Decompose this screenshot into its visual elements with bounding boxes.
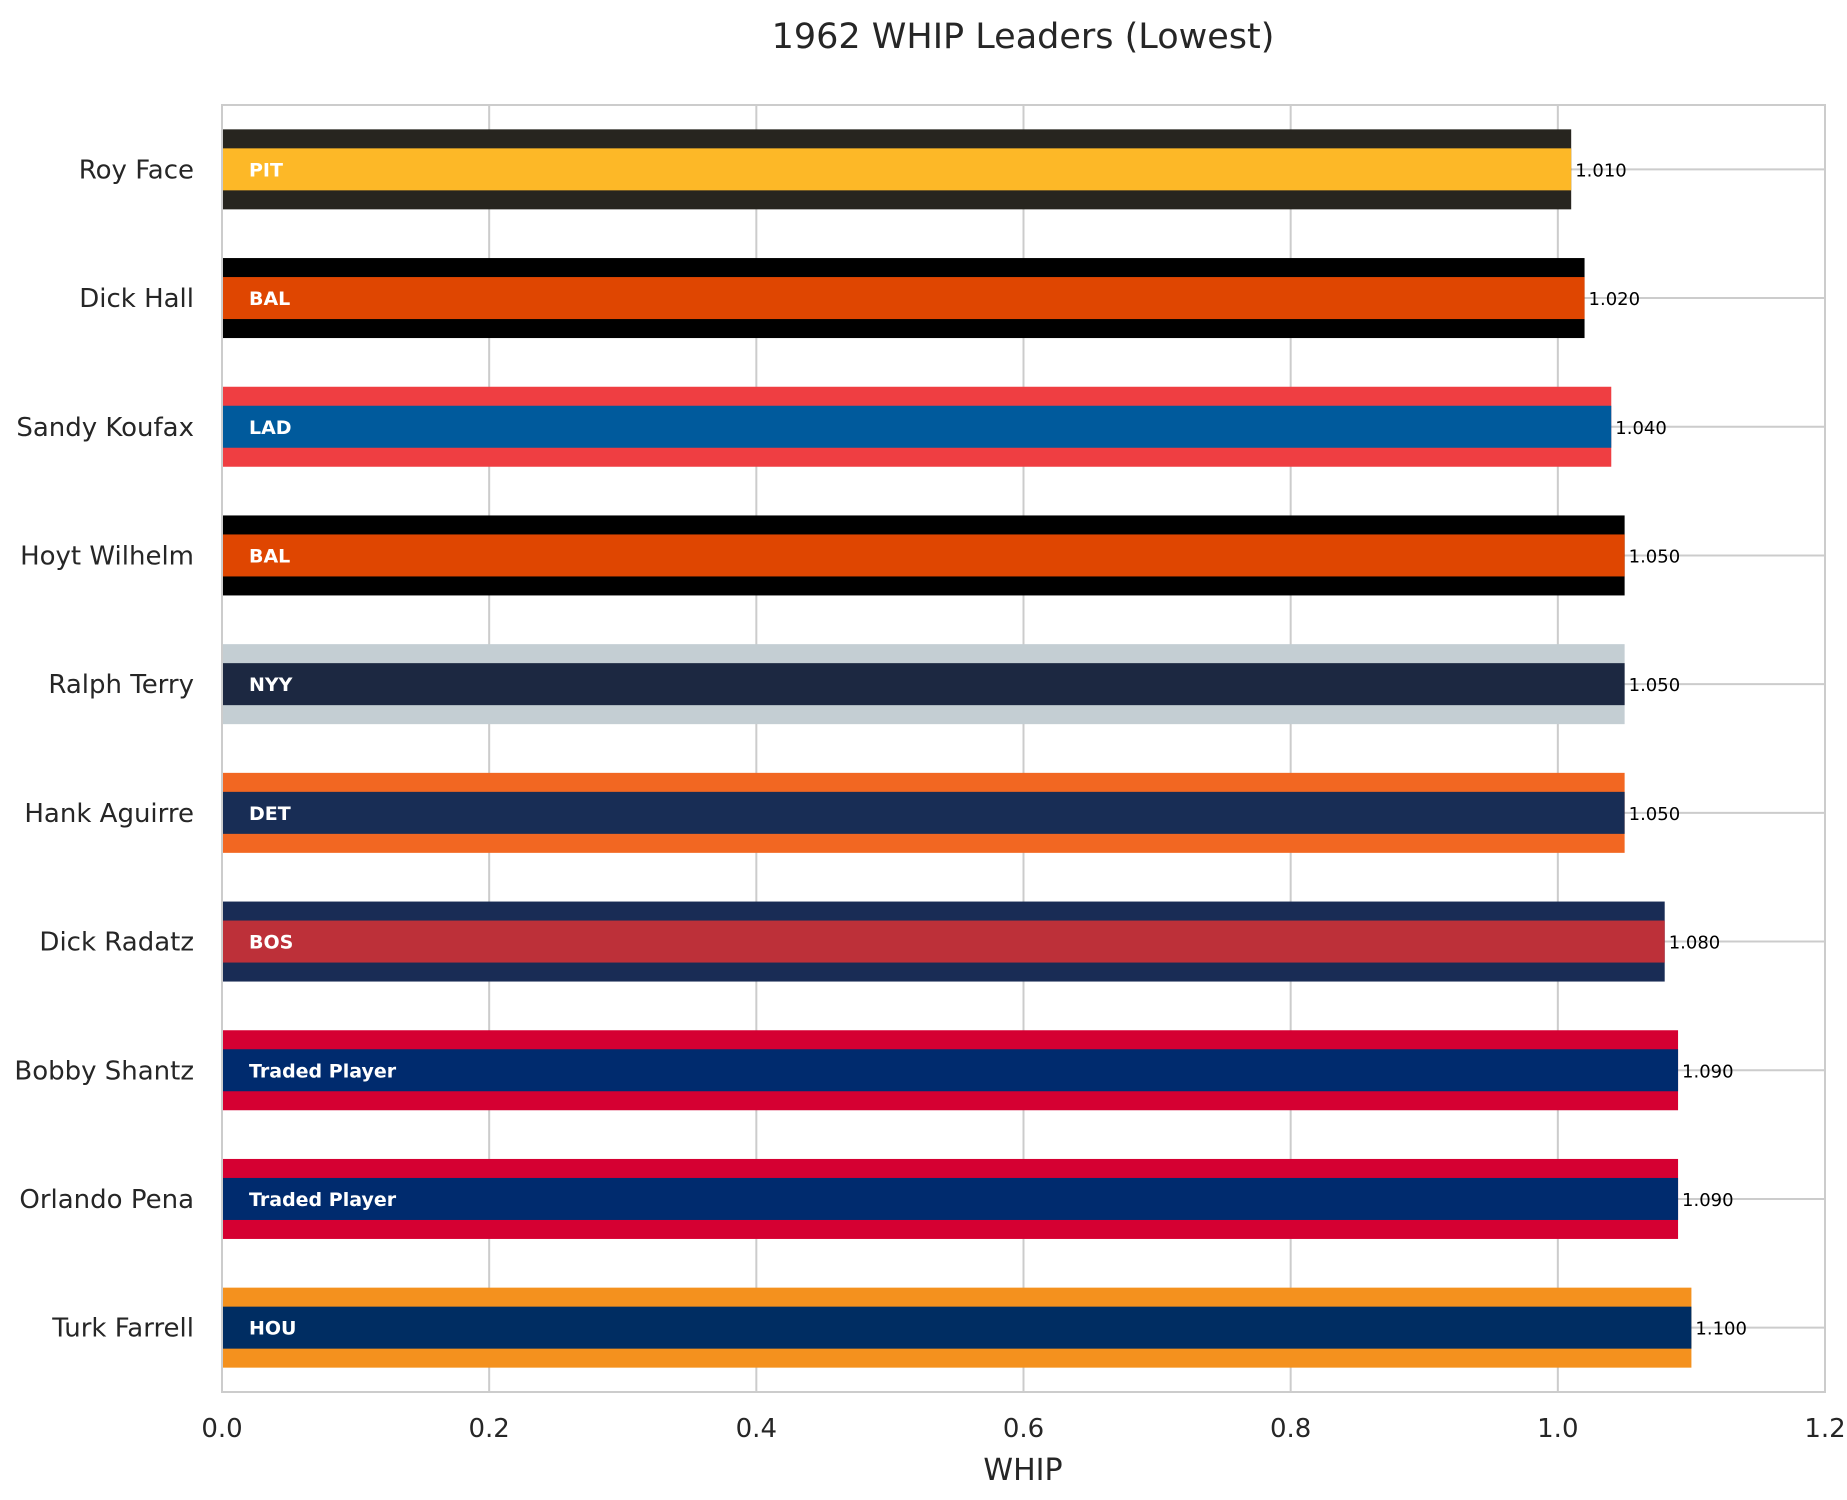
team-label: LAD [249,417,292,439]
y-tick-label: Ralph Terry [48,670,194,700]
value-label: 1.050 [1629,804,1681,825]
value-label: 1.040 [1615,418,1667,439]
bars-group: PIT 1.010 BAL 1.020 LAD 1.040 BAL 1.050 NYY 1.050… [223,129,1747,1368]
bar [223,148,1572,191]
value-label: 1.080 [1669,933,1721,954]
bar [223,920,1665,963]
team-label: DET [249,803,291,825]
x-tick-label: 0.0 [201,1414,242,1444]
x-tick-label: 0.8 [1270,1414,1311,1444]
team-label: HOU [249,1318,296,1340]
bar [223,663,1625,706]
plot-frame [221,104,1826,1393]
bar [223,534,1625,577]
value-label: 1.010 [1575,160,1627,181]
team-label: BOS [249,932,293,954]
bar [223,1177,1679,1220]
value-label: 1.020 [1589,289,1641,310]
y-tick-label: Turk Farrell [51,1314,194,1344]
y-tick-label: Dick Radatz [39,928,194,958]
y-tick-label: Sandy Koufax [16,413,194,443]
value-label: 1.050 [1629,546,1681,567]
y-tick-label: Bobby Shantz [14,1056,194,1086]
bar [223,277,1585,320]
team-label: Traded Player [249,1060,397,1082]
team-label: BAL [249,545,290,567]
y-tick-label: Roy Face [79,155,194,185]
x-tick-label: 0.4 [736,1414,777,1444]
team-label: PIT [249,159,283,181]
x-tick-label: 1.0 [1537,1414,1578,1444]
y-tick-label: Hoyt Wilhelm [20,541,194,571]
value-label: 1.090 [1682,1190,1734,1211]
y-tick-labels: Roy Face Dick Hall Sandy Koufax Hoyt Wilhel… [14,155,194,1343]
team-label: BAL [249,288,290,310]
chart-title: 1962 WHIP Leaders (Lowest) [772,17,1275,57]
bar [223,405,1612,448]
bar [223,1049,1679,1092]
bar [223,1306,1692,1349]
value-label: 1.050 [1629,675,1681,696]
value-label: 1.100 [1695,1319,1747,1340]
team-label: Traded Player [249,1189,397,1211]
x-tick-labels: 0.0 0.2 0.4 0.6 0.8 1.0 1.2 [201,1414,1845,1444]
x-tick-label: 1.2 [1804,1414,1845,1444]
x-tick-label: 0.2 [468,1414,509,1444]
x-axis-label: WHIP [983,1453,1062,1488]
y-tick-label: Dick Hall [79,284,194,314]
y-tick-label: Hank Aguirre [24,799,194,829]
bar [223,791,1625,834]
y-tick-label: Orlando Pena [19,1185,194,1215]
value-label: 1.090 [1682,1061,1734,1082]
team-label: NYY [249,674,293,696]
x-tick-label: 0.6 [1003,1414,1044,1444]
